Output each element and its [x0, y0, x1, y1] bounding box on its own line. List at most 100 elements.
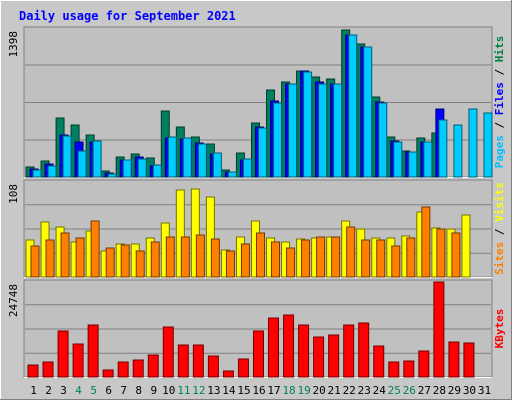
series-visits [25, 188, 471, 278]
bar [120, 244, 130, 278]
day-label: 5 [90, 384, 97, 397]
bar [363, 46, 373, 178]
bar [483, 112, 493, 178]
chart-title: Daily usage for September 2021 [19, 9, 236, 23]
bar [205, 196, 215, 278]
day-label: 13 [207, 384, 220, 397]
bar [438, 119, 448, 178]
bar [421, 206, 431, 278]
bar [373, 345, 385, 378]
panel-legend: Pages / Files / Hits [493, 36, 506, 169]
panel-middle: 108 Sites / Visits [7, 179, 506, 278]
day-label: 10 [162, 384, 175, 397]
bar [418, 350, 430, 378]
legend-entry: / [493, 62, 506, 82]
bar [175, 189, 185, 278]
bar [358, 322, 370, 378]
panel-legend: KBytes [493, 309, 506, 349]
legend-entry: / [493, 115, 506, 135]
panel-max-label: 108 [7, 184, 20, 204]
bar [90, 220, 100, 278]
legend-entry: Pages [493, 135, 506, 168]
day-label: 18 [282, 384, 295, 397]
bar [32, 169, 42, 178]
day-label: 25 [388, 384, 401, 397]
bar [406, 237, 416, 278]
bar [393, 141, 403, 178]
bar [448, 341, 460, 378]
bar [195, 234, 205, 278]
day-label: 9 [150, 384, 157, 397]
day-label: 22 [343, 384, 356, 397]
day-label: 23 [358, 384, 371, 397]
panel-top: 1398 Pages / Files / Hits [7, 26, 506, 178]
day-label: 11 [177, 384, 190, 397]
bar [212, 152, 222, 178]
bar [451, 232, 461, 278]
bar [210, 238, 220, 278]
legend-entry: Files [493, 82, 506, 115]
bar [162, 326, 174, 378]
bar [331, 236, 341, 278]
bar [257, 127, 267, 178]
bar [30, 245, 40, 278]
bar [147, 354, 159, 378]
bar [376, 239, 386, 278]
bar [436, 228, 446, 278]
bar [102, 369, 114, 378]
legend-entry: / [493, 222, 506, 242]
bar [87, 324, 99, 378]
bar [180, 236, 190, 278]
bar [72, 343, 84, 378]
day-label: 20 [313, 384, 326, 397]
day-label: 16 [252, 384, 265, 397]
bar [403, 360, 415, 378]
day-label: 28 [433, 384, 446, 397]
day-label: 24 [373, 384, 387, 397]
bar [42, 361, 54, 378]
day-label: 21 [328, 384, 341, 397]
bar [288, 83, 298, 178]
bar [391, 245, 401, 278]
bar [137, 158, 147, 178]
bar [152, 164, 162, 178]
day-label: 3 [60, 384, 67, 397]
bar [286, 247, 296, 278]
bar [255, 232, 265, 278]
legend-entry: Sites [493, 242, 506, 275]
day-label: 12 [192, 384, 205, 397]
bar [182, 137, 192, 178]
chart-panels: 1398 Pages / Files / Hits 108 Sites / Visit… [7, 26, 506, 378]
day-label: 1 [30, 384, 37, 397]
bar [107, 173, 117, 178]
series-kbytes [27, 281, 475, 378]
bar [468, 108, 478, 178]
day-label: 7 [120, 384, 127, 397]
panel-legend: Sites / Visits [493, 182, 506, 275]
bar [165, 236, 175, 278]
bar [167, 136, 177, 178]
bar [423, 141, 433, 178]
bar [433, 281, 445, 378]
bar [388, 361, 400, 378]
bar [117, 361, 129, 378]
bar [346, 226, 356, 278]
bar [271, 241, 281, 278]
bar [190, 188, 200, 278]
panel-max-label: 1398 [7, 31, 20, 58]
bar [62, 135, 72, 178]
bar [77, 150, 87, 178]
bar [227, 171, 237, 178]
bar [333, 83, 343, 178]
bar [268, 317, 280, 378]
bar [242, 158, 252, 178]
bar [273, 102, 283, 178]
bar [150, 241, 160, 278]
bar [57, 330, 69, 378]
bar [225, 250, 235, 278]
bar [303, 71, 313, 178]
bar [463, 342, 475, 378]
bar [378, 102, 388, 178]
day-label: 31 [478, 384, 491, 397]
bar [240, 243, 250, 278]
